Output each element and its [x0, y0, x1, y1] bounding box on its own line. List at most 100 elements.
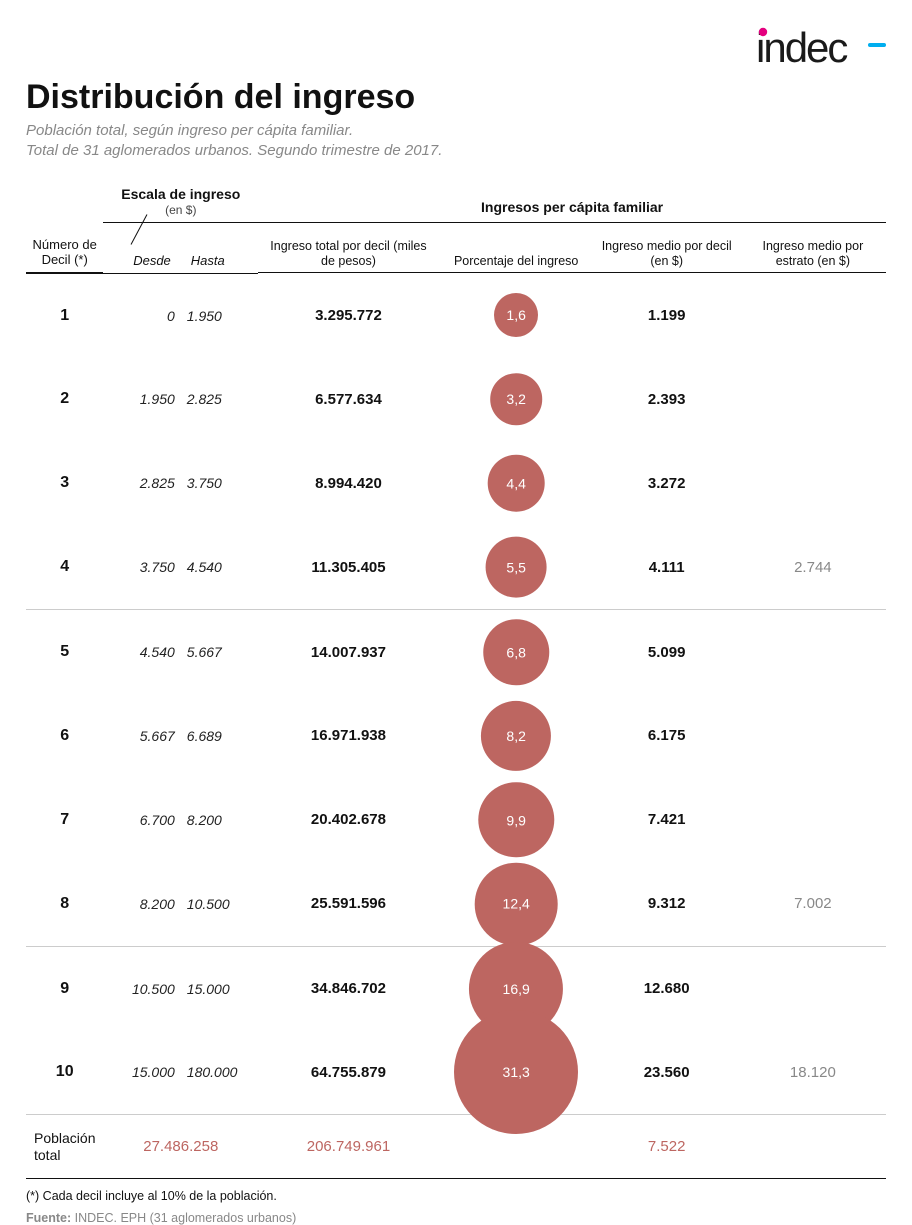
source-text: INDEC. EPH (31 aglomerados urbanos) [75, 1211, 297, 1225]
cell-estrato [740, 357, 886, 441]
cell-estrato: 18.120 [740, 1030, 886, 1114]
source-label: Fuente: [26, 1211, 71, 1225]
cell-desde: 0 [103, 273, 180, 357]
cell-ingreso-total: 25.591.596 [258, 862, 439, 946]
cell-desde: 15.000 [103, 1030, 180, 1114]
pct-bubble: 1,6 [494, 293, 538, 337]
cell-hasta: 5.667 [181, 610, 258, 694]
cell-estrato [740, 946, 886, 1030]
cell-hasta: 180.000 [181, 1030, 258, 1114]
col-header-medio-decil: Ingreso medio por decil (en $) [594, 222, 740, 272]
cell-ingreso-total: 6.577.634 [258, 357, 439, 441]
pct-bubble: 31,3 [454, 1010, 578, 1134]
cell-bubble: 4,4 [439, 441, 594, 525]
cell-hasta: 4.540 [181, 525, 258, 609]
col-header-decil-mark: (*) [74, 252, 88, 267]
cell-estrato [740, 610, 886, 694]
cell-desde: 5.667 [103, 694, 180, 778]
subtitle: Población total, según ingreso per cápit… [26, 121, 886, 162]
pct-bubble: 3,2 [490, 374, 542, 426]
income-table: Número de Decil (*) Escala de ingreso (e… [26, 184, 886, 1180]
table-row: 21.9502.8256.577.6343,22.393 [26, 357, 886, 441]
cell-bubble: 9,9 [439, 778, 594, 862]
table-row: 32.8253.7508.994.4204,43.272 [26, 441, 886, 525]
cell-estrato: 7.002 [740, 862, 886, 946]
cell-decil: 10 [26, 1030, 103, 1114]
table-row: 1015.000180.00064.755.87931,323.56018.12… [26, 1030, 886, 1114]
cell-ingreso-total: 3.295.772 [258, 273, 439, 357]
cell-estrato [740, 273, 886, 357]
total-ingreso: 206.749.961 [258, 1115, 439, 1179]
total-escala: 27.486.258 [103, 1115, 258, 1179]
cell-ingreso-total: 11.305.405 [258, 525, 439, 609]
cell-desde: 4.540 [103, 610, 180, 694]
cell-hasta: 15.000 [181, 946, 258, 1030]
cell-medio-decil: 23.560 [594, 1030, 740, 1114]
pct-bubble: 6,8 [483, 619, 548, 684]
cell-decil: 7 [26, 778, 103, 862]
cell-estrato [740, 694, 886, 778]
footnote: (*) Cada decil incluye al 10% de la pobl… [26, 1189, 886, 1203]
col-header-ingresos-super: Ingresos per cápita familiar [258, 184, 886, 223]
cell-medio-decil: 7.421 [594, 778, 740, 862]
col-header-escala-unit: (en $) [165, 203, 196, 217]
cell-decil: 6 [26, 694, 103, 778]
cell-decil: 9 [26, 946, 103, 1030]
col-header-porcentaje: Porcentaje del ingreso [439, 222, 594, 272]
cell-ingreso-total: 14.007.937 [258, 610, 439, 694]
cell-decil: 8 [26, 862, 103, 946]
cell-desde: 6.700 [103, 778, 180, 862]
cell-medio-decil: 4.111 [594, 525, 740, 609]
total-medio-decil: 7.522 [594, 1115, 740, 1179]
cell-medio-decil: 12.680 [594, 946, 740, 1030]
col-header-decil: Número de Decil (*) [26, 184, 103, 273]
source: Fuente: INDEC. EPH (31 aglomerados urban… [26, 1211, 886, 1225]
cell-bubble: 3,2 [439, 357, 594, 441]
cell-hasta: 1.950 [181, 273, 258, 357]
pct-bubble: 8,2 [481, 701, 551, 771]
col-header-medio-estrato: Ingreso medio por estrato (en $) [740, 222, 886, 272]
cell-bubble: 6,8 [439, 610, 594, 694]
table-row: 65.6676.68916.971.9388,26.175 [26, 694, 886, 778]
total-blank-2 [740, 1115, 886, 1179]
cell-bubble: 31,3 [439, 1030, 594, 1114]
cell-medio-decil: 9.312 [594, 862, 740, 946]
cell-desde: 2.825 [103, 441, 180, 525]
cell-desde: 3.750 [103, 525, 180, 609]
cell-ingreso-total: 16.971.938 [258, 694, 439, 778]
cell-hasta: 10.500 [181, 862, 258, 946]
cell-desde: 1.950 [103, 357, 180, 441]
cell-bubble: 12,4 [439, 862, 594, 946]
table-row: 101.9503.295.772 1,6 1.199 [26, 273, 886, 357]
cell-decil: 5 [26, 610, 103, 694]
cell-estrato: 2.744 [740, 525, 886, 609]
cell-ingreso-total: 8.994.420 [258, 441, 439, 525]
subtitle-line-2: Total de 31 aglomerados urbanos. Segundo… [26, 142, 442, 159]
cell-decil: 3 [26, 441, 103, 525]
pct-bubble: 12,4 [475, 863, 558, 946]
col-header-desde: Desde [103, 222, 180, 272]
total-row: Población total27.486.258206.749.9617.52… [26, 1115, 886, 1179]
table-row: 54.5405.66714.007.937 6,8 5.099 [26, 610, 886, 694]
logo: indec [756, 24, 886, 72]
table-row: 43.7504.54011.305.4055,54.1112.744 [26, 525, 886, 609]
cell-bubble: 8,2 [439, 694, 594, 778]
col-header-escala-text: Escala de ingreso [121, 186, 240, 202]
cell-medio-decil: 1.199 [594, 273, 740, 357]
col-header-ingreso-total: Ingreso total por decil (miles de pesos) [258, 222, 439, 272]
page-title: Distribución del ingreso [26, 78, 886, 117]
cell-hasta: 2.825 [181, 357, 258, 441]
cell-decil: 4 [26, 525, 103, 609]
cell-estrato [740, 778, 886, 862]
cell-estrato [740, 441, 886, 525]
svg-text:indec: indec [756, 24, 847, 71]
col-header-escala: Escala de ingreso (en $) [103, 184, 258, 223]
cell-hasta: 8.200 [181, 778, 258, 862]
cell-medio-decil: 5.099 [594, 610, 740, 694]
cell-ingreso-total: 64.755.879 [258, 1030, 439, 1114]
cell-decil: 1 [26, 273, 103, 357]
cell-bubble: 5,5 [439, 525, 594, 609]
cell-ingreso-total: 20.402.678 [258, 778, 439, 862]
cell-medio-decil: 6.175 [594, 694, 740, 778]
cell-hasta: 3.750 [181, 441, 258, 525]
